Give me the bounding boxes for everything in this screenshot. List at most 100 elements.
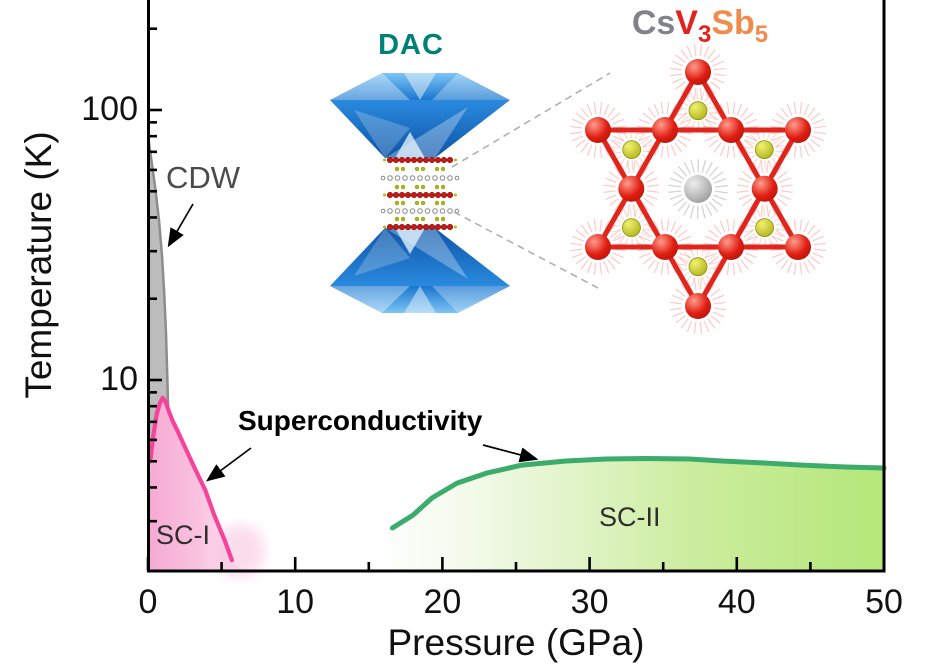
cdw-arrow: [167, 203, 194, 248]
v-atom: [652, 117, 678, 143]
v-atom-rays: [575, 139, 586, 148]
sample-yellow-atom: [394, 184, 400, 190]
v-atom-rays: [803, 220, 810, 233]
v-atom-rays: [605, 194, 617, 200]
v-atom-rays: [745, 252, 758, 259]
sample-grey-atom: [417, 175, 423, 181]
cs-atom-rays: [708, 166, 719, 177]
sample-yellow-atom: [440, 184, 446, 190]
x-tick-label: 50: [865, 583, 903, 621]
v-atom-rays: [580, 224, 589, 235]
v-atom-rays: [708, 112, 719, 121]
v-atom-rays: [704, 118, 717, 125]
v-atom-rays: [799, 262, 803, 275]
v-atom-rays: [675, 54, 686, 63]
sb-atom-rays: [707, 115, 717, 121]
v-atom-rays: [666, 102, 670, 115]
sb-atom: [622, 218, 641, 238]
sb-atom: [688, 257, 708, 277]
v-atom-rays: [766, 160, 769, 173]
v-atom-rays: [575, 256, 586, 265]
sample-red-atom: [446, 191, 454, 199]
sample-red-atom: [386, 156, 394, 164]
sample-yellow-atom: [434, 216, 440, 222]
v-atom-rays: [779, 177, 791, 184]
v-atom-rays: [642, 139, 653, 148]
sample-yellow-atom: [394, 166, 400, 172]
v-atom-rays: [786, 103, 793, 116]
v-atom-rays: [760, 160, 764, 173]
sb-atom-rays: [623, 130, 628, 140]
v-atom-rays: [708, 229, 719, 238]
sb-atom-rays: [774, 232, 783, 238]
v-atom-rays: [605, 177, 617, 184]
v-atom-rays: [632, 160, 636, 173]
v-atom-rays: [670, 144, 677, 157]
v-atom-rays: [732, 145, 736, 158]
sample-red-atom: [410, 191, 418, 199]
sample-red-atom: [416, 191, 424, 199]
sample-grey-atom: [387, 208, 393, 214]
v-atom-rays: [777, 197, 788, 207]
v-atom-rays: [807, 224, 816, 235]
v-atom-rays: [803, 103, 810, 116]
v-atom-rays: [812, 135, 825, 142]
v-atom: [685, 59, 711, 85]
sample-grey-atom: [439, 208, 446, 214]
sample-grey-atom: [387, 175, 393, 181]
v-atom-rays: [643, 197, 654, 207]
sb-atom-rays: [642, 144, 652, 148]
sample-red-atom: [434, 223, 442, 231]
cs-atom-rays: [672, 198, 685, 207]
sb-atom-rays: [689, 92, 695, 101]
axis-ticks: [146, 27, 886, 571]
sample-yellow-atom: [454, 225, 457, 229]
sb-atom-rays: [747, 233, 756, 239]
compound-v-subscript: 3: [697, 20, 712, 48]
superconductivity-label: Superconductivity: [238, 405, 483, 436]
v-atom-rays: [703, 320, 710, 333]
y-tick-label: 10: [100, 360, 138, 398]
sb-atom-rays: [704, 250, 711, 259]
sample-red-atom: [428, 191, 436, 199]
v-atom-rays: [726, 219, 730, 232]
v-atom-rays: [713, 301, 726, 305]
zoom-connector-top: [451, 72, 611, 168]
v-atom-rays: [612, 252, 625, 259]
v-atom-rays: [742, 171, 753, 180]
v-atom-rays: [671, 311, 684, 318]
sb-atom-rays: [635, 159, 640, 169]
v-atom-rays: [745, 135, 758, 142]
v-atom-rays: [571, 252, 584, 259]
sb-atom: [688, 101, 708, 121]
v-atom-rays: [571, 135, 584, 142]
v-atom-rays: [693, 87, 697, 100]
sb-atom-rays: [685, 119, 692, 127]
v-atom-rays: [740, 107, 749, 118]
v-atom-rays: [699, 44, 703, 57]
v-atom-rays: [580, 142, 589, 153]
sb-atom: [754, 140, 774, 160]
x-axis-title: Pressure (GPa): [387, 622, 645, 663]
diamond-anvil-top: [330, 73, 510, 158]
cs-atom-rays: [677, 165, 688, 177]
v-atom-rays: [710, 81, 721, 90]
v-atom-rays: [575, 112, 586, 121]
v-atom-rays: [653, 220, 660, 233]
v-atom-rays: [745, 118, 758, 125]
v-atom-rays: [799, 145, 803, 158]
v-atom-rays: [810, 112, 821, 121]
v-atom-rays: [647, 259, 656, 270]
v-atom-rays: [670, 67, 683, 71]
x-tick-label: 20: [423, 583, 462, 621]
v-atom-rays: [603, 184, 616, 188]
v-atom-rays: [607, 259, 616, 270]
v-atom-rays: [638, 118, 651, 125]
sb-atom-rays: [617, 134, 625, 142]
v-atom-rays: [773, 166, 783, 177]
up-triangle-bond: [595, 69, 801, 250]
sc2-label: SC-II: [599, 502, 661, 532]
sc1-arrow: [205, 447, 252, 482]
sc1-region: [148, 395, 265, 578]
